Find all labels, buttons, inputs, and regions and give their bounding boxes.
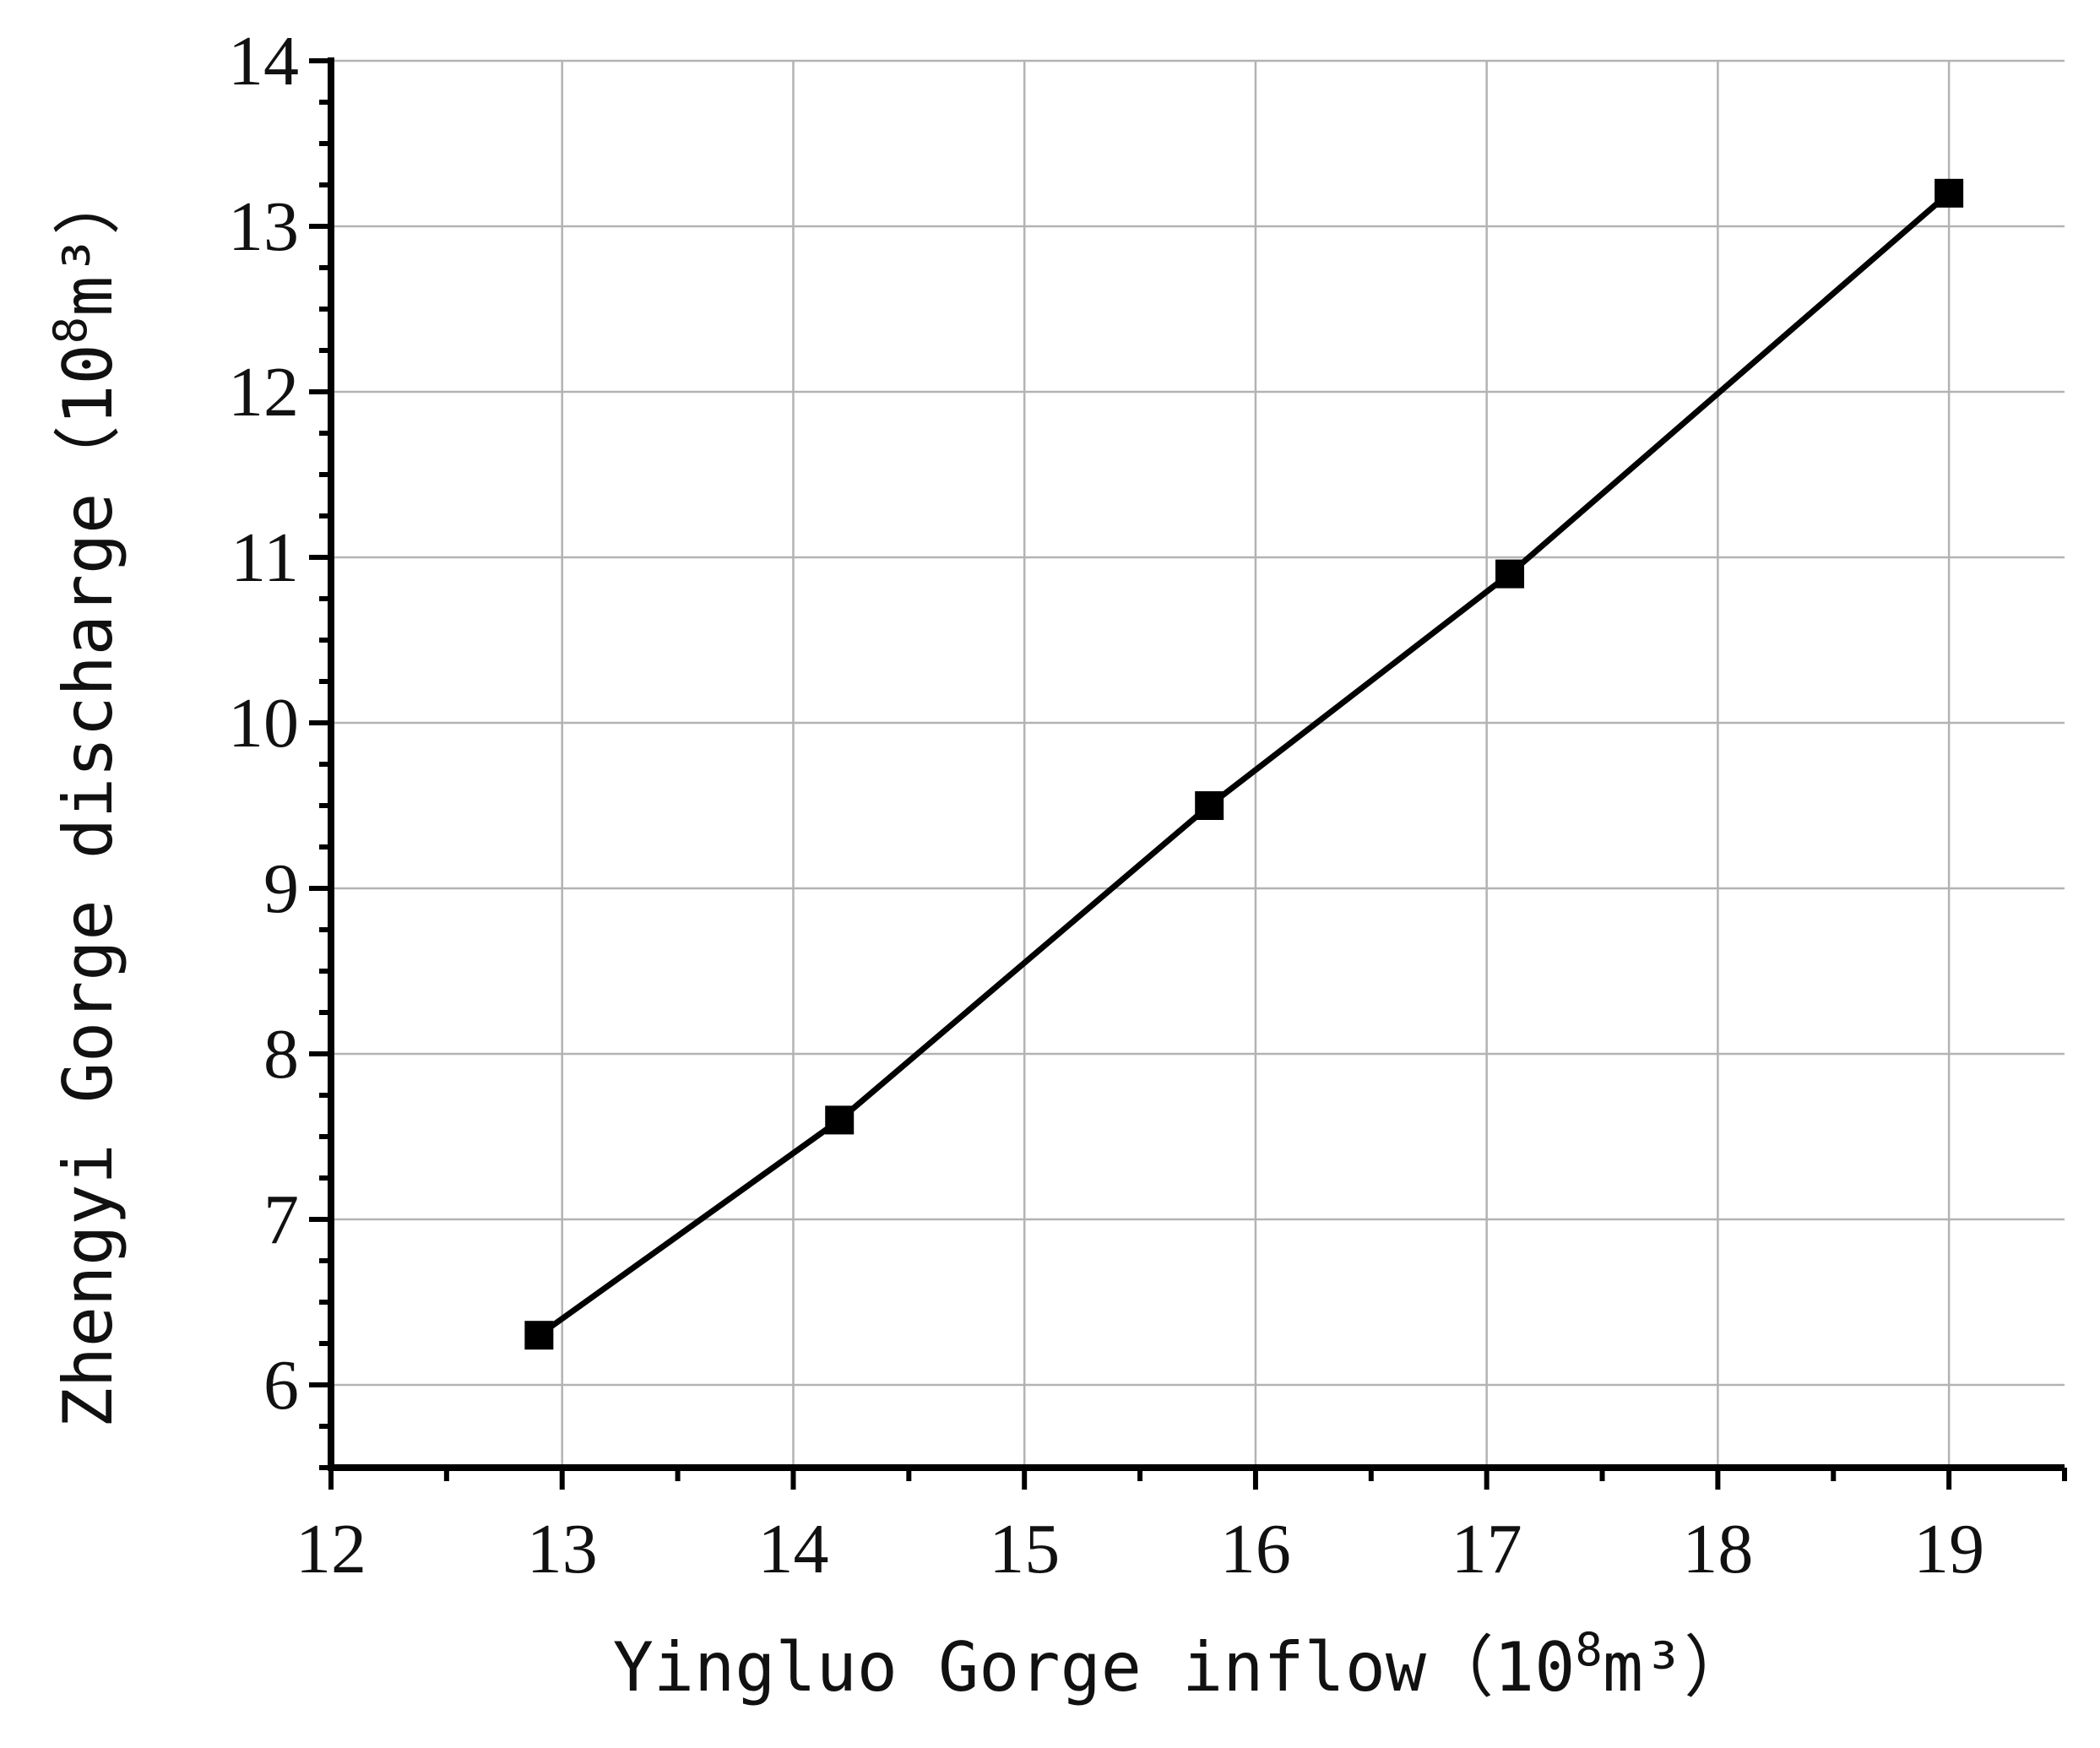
y-tick-label-8: 8 [263, 1015, 299, 1094]
y-tick-label-11: 11 [231, 518, 299, 597]
x-tick-label-18: 18 [1682, 1510, 1753, 1588]
y-tick-label-14: 14 [228, 22, 299, 100]
y-axis-title-unit: m³） [49, 168, 128, 317]
grid-lines [331, 59, 2065, 1468]
series-group [524, 178, 1964, 1350]
x-axis-title-superscript: 8 [1575, 1623, 1603, 1676]
y-axis-title: Zhengyi Gorge discharge（108m³） [44, 168, 128, 1429]
x-axis-title-main: Yingluo Gorge inflow（10 [613, 1628, 1576, 1707]
y-tick-label-6: 6 [263, 1346, 299, 1425]
y-tick-label-9: 9 [263, 850, 299, 928]
tick-labels: 12 13 14 15 16 17 18 19 6 7 8 9 10 11 12 13 14 [228, 22, 1984, 1588]
x-tick-label-13: 13 [527, 1510, 598, 1588]
x-tick-label-19: 19 [1913, 1510, 1984, 1588]
y-tick-label-10: 10 [228, 684, 299, 763]
x-axis-title: Yingluo Gorge inflow（108m³） [613, 1623, 1751, 1707]
data-point-0-1 [825, 1105, 855, 1135]
x-tick-label-17: 17 [1452, 1510, 1522, 1588]
x-tick-label-14: 14 [757, 1510, 828, 1588]
data-point-0-0 [524, 1321, 554, 1350]
x-tick-label-16: 16 [1220, 1510, 1291, 1588]
y-axis-title-superscript: 8 [44, 317, 97, 345]
x-tick-label-12: 12 [296, 1510, 366, 1588]
data-point-0-4 [1934, 178, 1964, 208]
y-axis-title-main: Zhengyi Gorge discharge（10 [49, 344, 128, 1428]
x-tick-label-15: 15 [989, 1510, 1060, 1588]
axes [309, 57, 2067, 1490]
data-point-0-3 [1495, 559, 1525, 589]
y-tick-label-7: 7 [263, 1181, 299, 1259]
y-tick-label-13: 13 [228, 187, 299, 266]
x-axis-title-unit: m³） [1603, 1628, 1751, 1707]
y-tick-label-12: 12 [228, 353, 299, 432]
series-line-0 [537, 191, 1951, 1338]
data-point-0-2 [1195, 791, 1224, 820]
